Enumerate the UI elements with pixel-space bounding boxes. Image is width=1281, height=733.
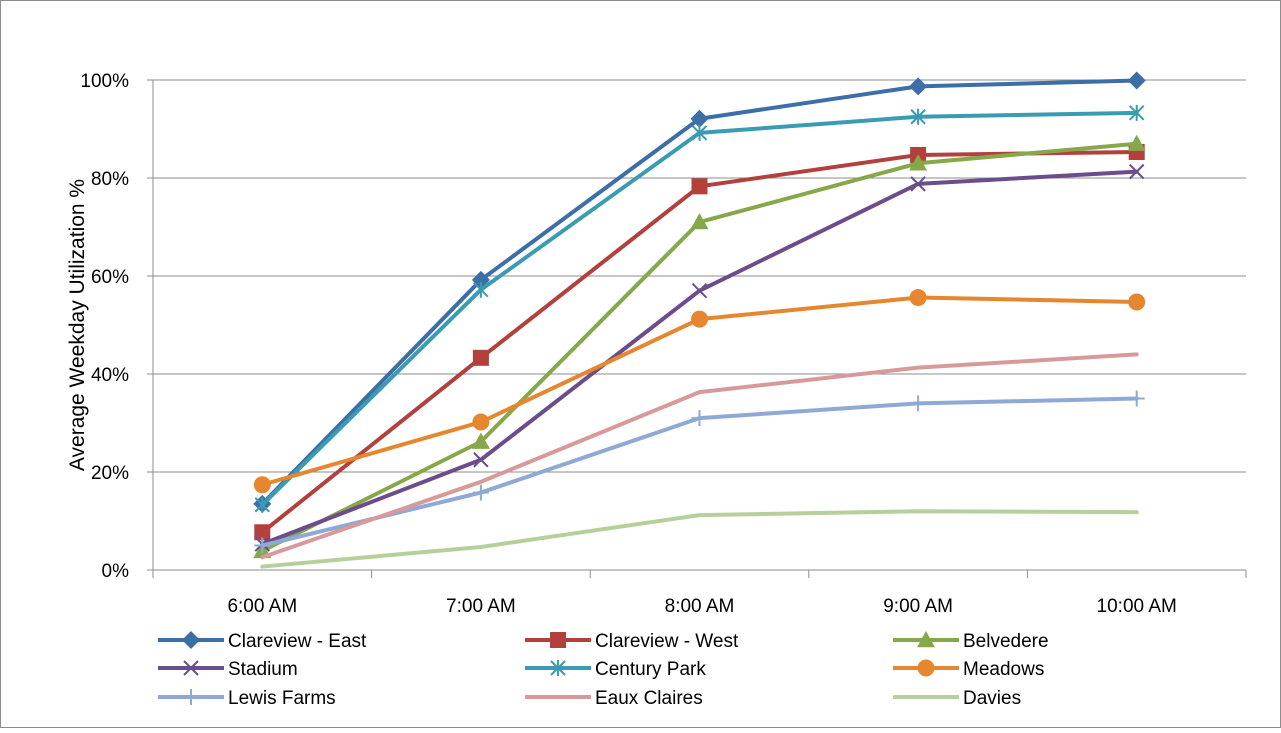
x-tick-label: 7:00 AM [446,596,516,617]
data-point [909,289,927,307]
legend-label: Stadium [228,659,298,680]
legend-item: Century Park [525,659,706,680]
series-clareview-west [254,144,1145,541]
legend-item: Davies [893,688,1021,709]
data-point [909,77,928,96]
y-tick-label: 80% [91,169,129,190]
y-tick-label: 0% [102,561,130,582]
data-point [473,281,489,298]
x-tick-label: 8:00 AM [665,596,735,617]
gridlines [153,79,1246,473]
axes: 0% 20% 40% 60% 80% 100% 6:00 AM 7:00 AM 8:00 AM 9… [80,71,1247,617]
legend-item: Stadium [158,659,298,680]
data-point [690,109,709,128]
legend-label: Clareview - West [595,631,739,652]
data-point [691,310,708,328]
legend: Clareview - East Clareview - West Belveder… [158,631,1049,709]
y-axis-label: Average Weekday Utilization % [66,179,89,471]
y-tick-label: 60% [91,267,129,288]
data-point [253,476,271,494]
legend-item: Clareview - East [158,631,367,652]
data-point [254,496,271,513]
legend-label: Clareview - East [228,631,367,652]
legend-item: Clareview - West [525,631,739,652]
data-point [472,413,490,431]
data-point [917,659,935,677]
data-point [1128,163,1145,180]
series-lines [253,71,1146,569]
data-point [691,410,708,427]
data-point [183,660,199,676]
data-point [183,689,199,705]
legend-label: Eaux Claires [595,688,703,709]
legend-item: Lewis Farms [158,688,336,709]
x-tick-label: 10:00 AM [1097,596,1177,617]
data-point [472,349,489,366]
legend-item: Belvedere [893,631,1049,652]
data-point [1127,71,1146,90]
data-point [691,124,708,141]
data-point [910,108,926,125]
data-point [182,631,200,649]
y-tick-label: 40% [91,365,129,386]
data-point [550,632,566,648]
series-davies [260,509,1139,569]
series-eaux-claires [260,352,1139,560]
legend-label: Meadows [963,659,1044,680]
series-century-park [254,104,1145,513]
data-point [1128,293,1146,311]
data-point [690,213,709,230]
legend-label: Davies [963,688,1021,709]
data-point [910,395,927,412]
series-line [260,509,1139,569]
y-tick-label: 20% [91,463,129,484]
series-meadows [253,289,1146,494]
legend-label: Lewis Farms [228,688,336,709]
data-point [471,432,490,449]
data-point [1128,390,1145,407]
data-point [909,154,928,171]
y-tick-label: 100% [80,71,129,92]
legend-label: Century Park [595,659,706,680]
data-point [472,484,489,501]
series-line [260,352,1139,560]
data-point [550,660,566,676]
legend-label: Belvedere [963,631,1049,652]
data-point [691,178,708,195]
data-point [1128,104,1145,121]
data-point [254,524,271,541]
legend-item: Meadows [893,659,1044,680]
data-point [691,282,708,299]
legend-item: Eaux Claires [525,688,703,709]
x-tick-label: 9:00 AM [883,596,953,617]
data-point [910,176,926,192]
series-lewis-farms [254,390,1145,554]
data-point [917,631,935,648]
data-point [1127,134,1146,151]
data-point [254,537,271,554]
data-point [473,452,489,468]
x-tick-label: 6:00 AM [227,596,297,617]
